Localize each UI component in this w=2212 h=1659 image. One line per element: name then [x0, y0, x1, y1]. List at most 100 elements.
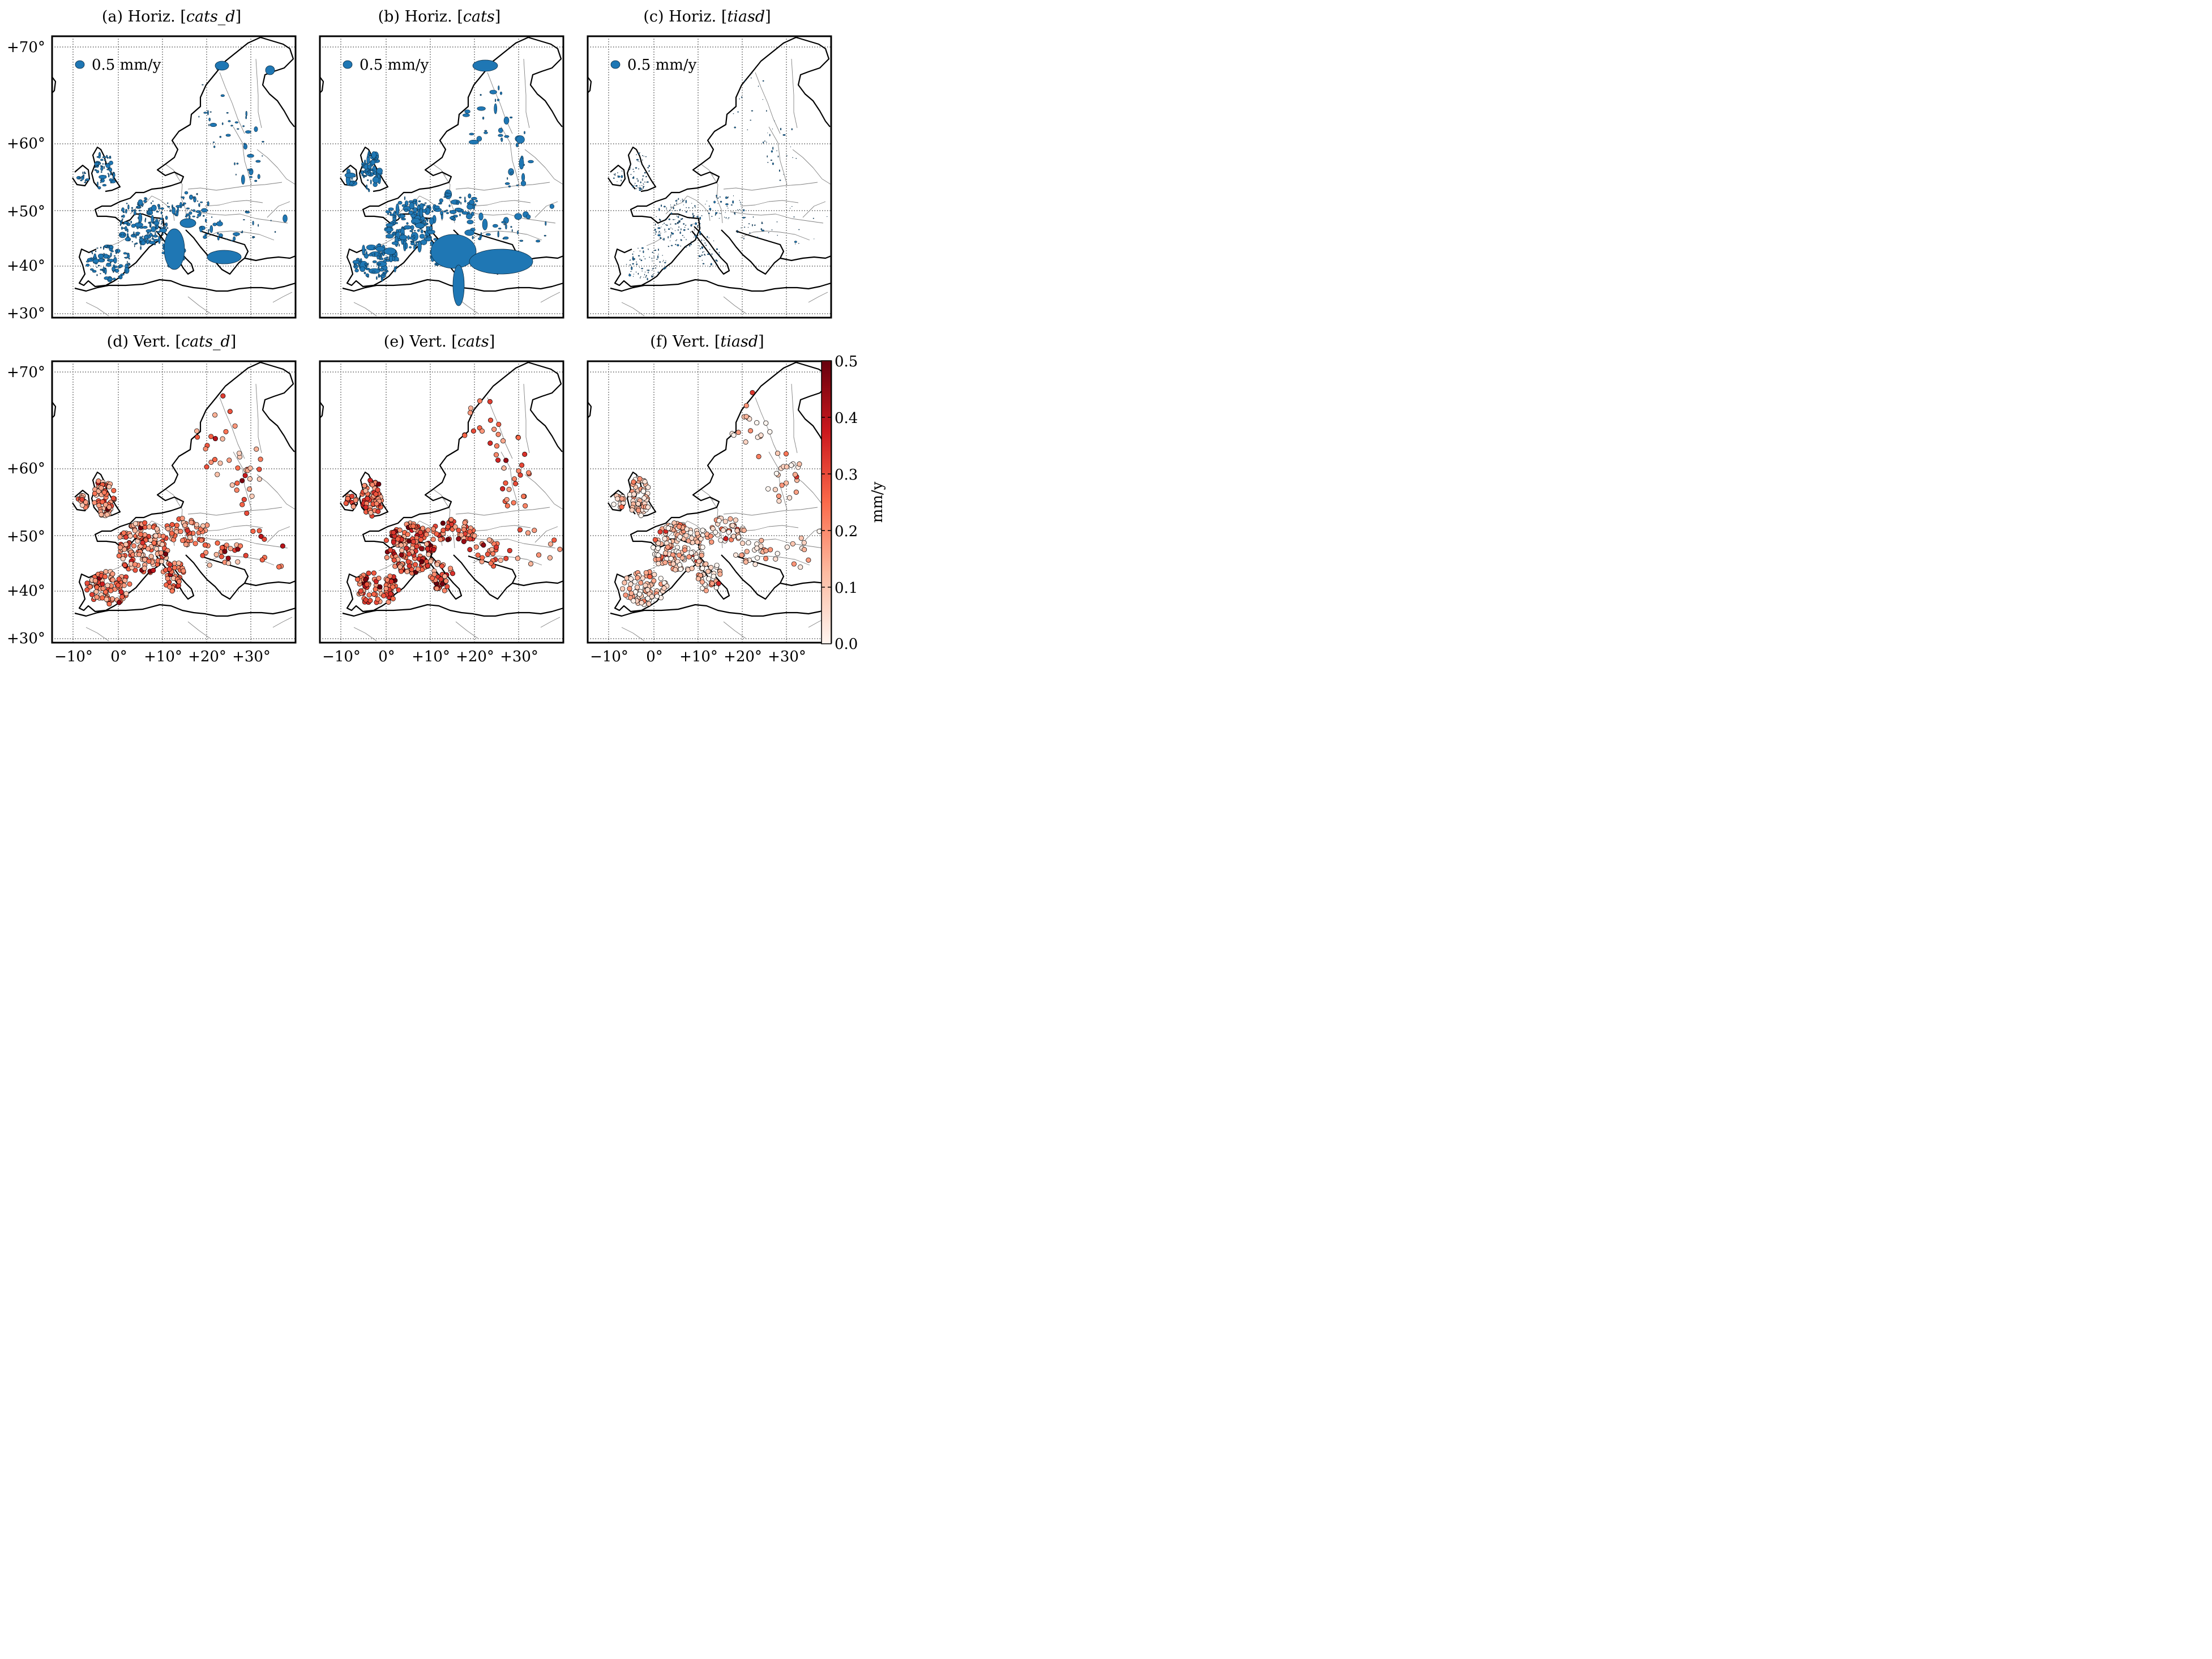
- velocity-ellipse: [637, 179, 639, 182]
- velocity-ellipse: [378, 253, 380, 256]
- country-border: [540, 617, 561, 628]
- station-dot: [219, 554, 224, 559]
- station-dot: [142, 566, 147, 571]
- station-dot: [515, 555, 520, 561]
- station-dot: [507, 548, 512, 553]
- station-dot: [487, 417, 494, 423]
- station-dot: [192, 541, 198, 546]
- station-dot: [381, 593, 387, 598]
- station-dot: [123, 541, 129, 548]
- station-dot: [375, 596, 380, 602]
- velocity-ellipse: [130, 220, 132, 224]
- country-border: [802, 201, 826, 218]
- station-dot: [132, 521, 138, 527]
- velocity-ellipse: [149, 233, 153, 237]
- station-dot: [110, 495, 116, 501]
- velocity-ellipse: [658, 230, 660, 232]
- station-dot: [103, 569, 109, 575]
- coastline: [587, 76, 592, 93]
- velocity-ellipse: [203, 112, 207, 114]
- station-dot: [424, 541, 430, 547]
- station-dot: [448, 517, 454, 523]
- velocity-ellipse: [92, 270, 97, 273]
- velocity-ellipse: [169, 209, 172, 212]
- velocity-ellipse: [719, 196, 721, 198]
- velocity-ellipse: [390, 226, 393, 229]
- station-dot: [391, 539, 396, 545]
- legend-label: 0.5 mm/y: [360, 57, 429, 74]
- velocity-ellipse: [690, 243, 692, 245]
- velocity-ellipse: [656, 216, 657, 217]
- station-dot: [709, 580, 715, 587]
- station-dot: [391, 530, 396, 536]
- velocity-ellipse: [752, 216, 754, 218]
- station-dot: [180, 537, 186, 544]
- station-dot: [657, 529, 663, 535]
- station-dot: [174, 523, 179, 528]
- station-dot: [410, 523, 416, 529]
- velocity-ellipse: [434, 205, 440, 209]
- station-dot: [496, 421, 502, 427]
- velocity-ellipse: [643, 186, 644, 189]
- velocity-ellipse: [549, 204, 555, 209]
- station-dot: [178, 529, 183, 535]
- station-dot: [377, 584, 383, 590]
- station-dot: [106, 484, 112, 490]
- station-dot: [641, 495, 647, 501]
- station-dot: [694, 554, 699, 560]
- velocity-ellipse: [108, 174, 110, 178]
- station-dot: [740, 540, 746, 546]
- station-dot: [220, 436, 225, 442]
- velocity-ellipse: [208, 229, 210, 231]
- station-dot: [467, 547, 473, 553]
- velocity-ellipse: [648, 249, 649, 250]
- coastline: [610, 604, 832, 617]
- velocity-ellipse: [225, 134, 231, 137]
- velocity-ellipse: [371, 169, 375, 172]
- station-dot: [212, 436, 218, 442]
- velocity-ellipse: [160, 211, 162, 215]
- velocity-ellipse: [186, 213, 190, 216]
- country-border: [378, 237, 395, 246]
- velocity-ellipse: [424, 202, 427, 204]
- station-dot: [456, 536, 461, 542]
- station-dot: [688, 530, 694, 536]
- velocity-ellipse: [90, 257, 93, 260]
- velocity-ellipse: [118, 276, 121, 279]
- station-dot: [683, 533, 689, 538]
- map-panel-d: [51, 360, 297, 644]
- velocity-ellipse: [661, 226, 662, 228]
- velocity-ellipse: [501, 221, 506, 224]
- velocity-ellipse: [121, 207, 125, 212]
- velocity-ellipse: [695, 222, 697, 225]
- station-dot: [185, 528, 190, 533]
- station-dot: [100, 585, 106, 591]
- coastline: [587, 401, 592, 418]
- station-dot: [709, 539, 714, 545]
- station-dot: [438, 576, 444, 582]
- station-dot: [776, 498, 782, 504]
- station-dot: [694, 531, 700, 536]
- velocity-ellipse: [504, 182, 510, 185]
- coastline: [74, 279, 296, 292]
- velocity-ellipse: [677, 216, 679, 218]
- velocity-ellipse: [121, 226, 123, 230]
- velocity-ellipse: [718, 254, 720, 255]
- velocity-ellipse: [725, 203, 729, 206]
- velocity-ellipse: [429, 225, 433, 231]
- velocity-ellipse: [161, 233, 164, 236]
- station-dot: [244, 510, 250, 516]
- velocity-ellipse: [140, 241, 142, 246]
- station-dot: [398, 542, 404, 548]
- station-dot: [366, 592, 372, 598]
- velocity-ellipse: [536, 240, 541, 243]
- station-dot: [136, 551, 142, 557]
- station-dot: [383, 537, 389, 543]
- velocity-ellipse: [636, 263, 637, 266]
- coastline: [610, 279, 832, 292]
- station-dot: [103, 502, 109, 508]
- station-dot: [790, 541, 795, 546]
- station-dot: [280, 543, 285, 549]
- coastline: [72, 489, 91, 512]
- station-dot: [475, 552, 481, 558]
